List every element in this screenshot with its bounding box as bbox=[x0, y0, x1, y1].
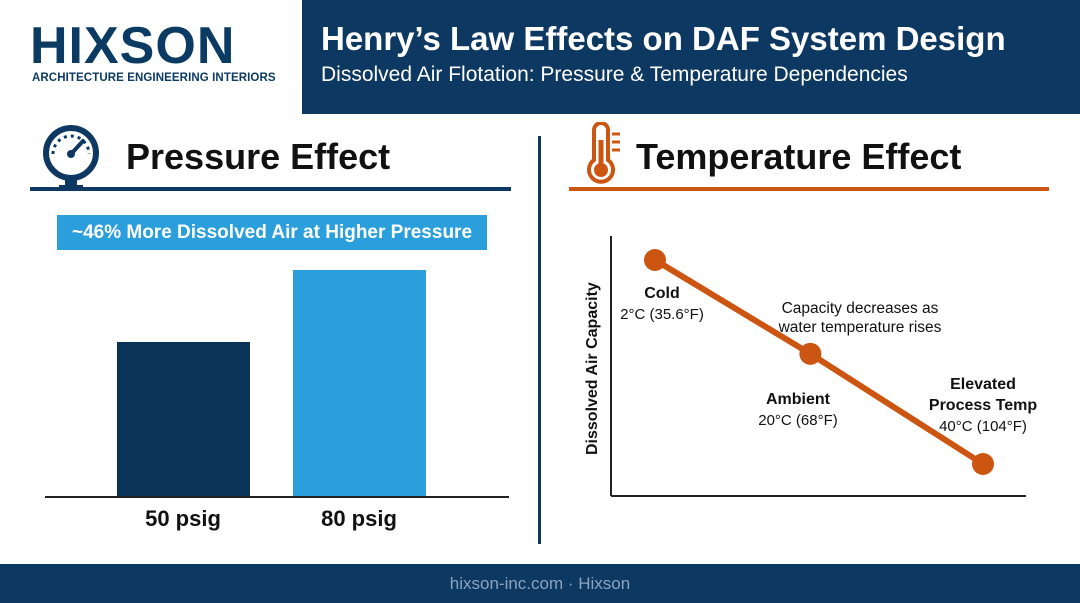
point-label-ambient: Ambient bbox=[766, 391, 830, 408]
temperature-heading: Temperature Effect bbox=[636, 136, 962, 177]
bar-50-psig bbox=[117, 342, 250, 496]
temperature-rule bbox=[569, 187, 1049, 191]
point-temp-cold: 2°C (35.6°F) bbox=[620, 306, 704, 323]
section-divider bbox=[538, 136, 541, 544]
point-label-elevated-line1: Elevated bbox=[950, 376, 1016, 393]
bar-chart-baseline bbox=[45, 496, 509, 498]
chart-annotation: Capacity decreases as water temperature … bbox=[760, 299, 960, 338]
bar-label-50-psig: 50 psig bbox=[145, 506, 221, 531]
header-band bbox=[302, 0, 1080, 114]
point-temp-elevated: 40°C (104°F) bbox=[939, 418, 1027, 435]
point-label-elevated-line2: Process Temp bbox=[928, 397, 1038, 414]
thermometer-icon bbox=[587, 122, 620, 184]
point-temp-ambient: 20°C (68°F) bbox=[758, 412, 838, 429]
bar-label-80-psig: 80 psig bbox=[321, 506, 397, 531]
logo-tagline: ARCHITECTURE ENGINEERING INTERIORS bbox=[32, 72, 276, 84]
logo-wordmark: HIXSON bbox=[30, 17, 236, 75]
data-point-cold bbox=[644, 249, 666, 271]
data-point-elevated bbox=[972, 453, 994, 475]
page-subtitle: Dissolved Air Flotation: Pressure & Temp… bbox=[321, 63, 908, 86]
pressure-heading: Pressure Effect bbox=[126, 136, 391, 177]
point-label-cold: Cold bbox=[644, 285, 680, 302]
annotation-line-1: Capacity decreases as bbox=[781, 300, 939, 317]
pressure-rule bbox=[30, 187, 511, 191]
page-title: Henry’s Law Effects on DAF System Design bbox=[321, 20, 1006, 57]
bar-80-psig bbox=[293, 270, 426, 496]
logo: HIXSON ARCHITECTURE ENGINEERING INTERIOR… bbox=[0, 0, 302, 114]
data-point-ambient bbox=[799, 342, 822, 365]
footer: hixson-inc.com · Hixson bbox=[0, 564, 1080, 603]
pressure-callout: ~46% More Dissolved Air at Higher Pressu… bbox=[57, 215, 487, 250]
annotation-line-2: water temperature rises bbox=[778, 319, 942, 337]
